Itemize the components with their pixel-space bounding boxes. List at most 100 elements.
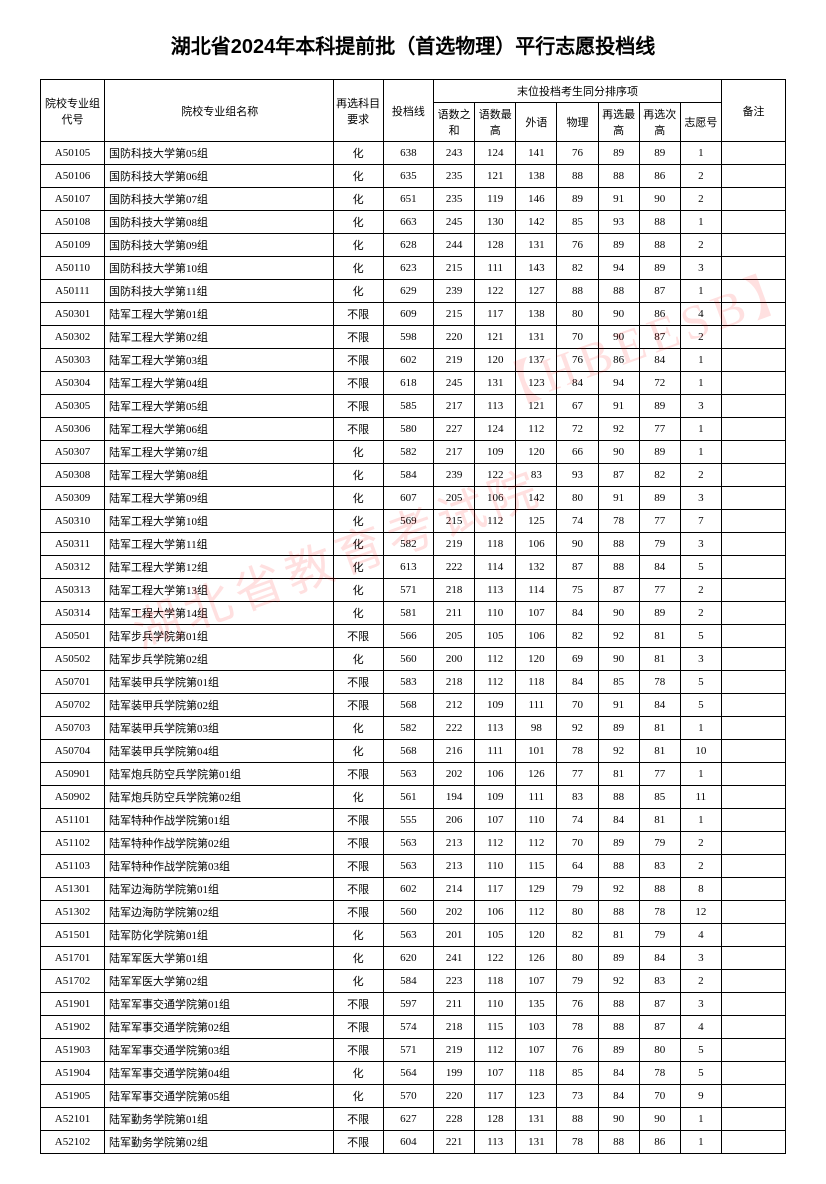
cell-zyh: 1: [680, 441, 721, 464]
cell-wl: 76: [557, 234, 598, 257]
cell-score: 628: [383, 234, 433, 257]
cell-zyh: 3: [680, 487, 721, 510]
cell-zxcg: 90: [639, 1108, 680, 1131]
cell-req: 化: [333, 970, 383, 993]
cell-wy: 107: [516, 970, 557, 993]
cell-zxcg: 79: [639, 832, 680, 855]
cell-zxzg: 94: [598, 372, 639, 395]
table-row: A50502陆军步兵学院第02组化5602001121206990813: [41, 648, 786, 671]
cell-ysh: 200: [434, 648, 475, 671]
cell-note: [721, 855, 785, 878]
cell-zyh: 1: [680, 372, 721, 395]
cell-wy: 137: [516, 349, 557, 372]
cell-ysh: 235: [434, 165, 475, 188]
cell-zxzg: 93: [598, 211, 639, 234]
table-row: A50301陆军工程大学第01组不限6092151171388090864: [41, 303, 786, 326]
table-row: A50902陆军炮兵防空兵学院第02组化56119410911183888511: [41, 786, 786, 809]
cell-score: 598: [383, 326, 433, 349]
cell-zyh: 2: [680, 464, 721, 487]
cell-note: [721, 510, 785, 533]
cell-zxcg: 77: [639, 763, 680, 786]
cell-score: 568: [383, 694, 433, 717]
cell-zxzg: 90: [598, 1108, 639, 1131]
cell-score: 582: [383, 533, 433, 556]
cell-zyh: 2: [680, 165, 721, 188]
cell-wl: 88: [557, 165, 598, 188]
cell-score: 555: [383, 809, 433, 832]
cell-yszg: 109: [475, 694, 516, 717]
cell-score: 663: [383, 211, 433, 234]
cell-yszg: 114: [475, 556, 516, 579]
cell-score: 583: [383, 671, 433, 694]
cell-name: 陆军工程大学第12组: [104, 556, 333, 579]
cell-ysh: 194: [434, 786, 475, 809]
cell-zxzg: 81: [598, 763, 639, 786]
cell-zxzg: 89: [598, 142, 639, 165]
cell-zxcg: 77: [639, 418, 680, 441]
cell-zxcg: 89: [639, 257, 680, 280]
table-row: A50310陆军工程大学第10组化5692151121257478777: [41, 510, 786, 533]
cell-zyh: 4: [680, 924, 721, 947]
cell-note: [721, 648, 785, 671]
cell-ysh: 243: [434, 142, 475, 165]
cell-note: [721, 556, 785, 579]
cell-yszg: 106: [475, 487, 516, 510]
cell-wl: 82: [557, 625, 598, 648]
cell-code: A50902: [41, 786, 105, 809]
cell-wy: 103: [516, 1016, 557, 1039]
page-title: 湖北省2024年本科提前批（首选物理）平行志愿投档线: [40, 30, 786, 59]
cell-wy: 110: [516, 809, 557, 832]
cell-wl: 76: [557, 142, 598, 165]
cell-wl: 72: [557, 418, 598, 441]
cell-zyh: 5: [680, 625, 721, 648]
cell-note: [721, 211, 785, 234]
table-row: A50311陆军工程大学第11组化5822191181069088793: [41, 533, 786, 556]
cell-wy: 138: [516, 303, 557, 326]
cell-wy: 131: [516, 326, 557, 349]
cell-ysh: 241: [434, 947, 475, 970]
cell-req: 化: [333, 786, 383, 809]
cell-zyh: 8: [680, 878, 721, 901]
cell-zxcg: 87: [639, 1016, 680, 1039]
cell-req: 化: [333, 1085, 383, 1108]
cell-req: 化: [333, 1062, 383, 1085]
cell-ysh: 219: [434, 349, 475, 372]
th-zxzg: 再选最高: [598, 103, 639, 142]
cell-ysh: 220: [434, 1085, 475, 1108]
cell-note: [721, 165, 785, 188]
cell-zxzg: 90: [598, 326, 639, 349]
cell-wy: 129: [516, 878, 557, 901]
table-row: A51101陆军特种作战学院第01组不限5552061071107484811: [41, 809, 786, 832]
cell-name: 陆军防化学院第01组: [104, 924, 333, 947]
cell-zyh: 2: [680, 855, 721, 878]
cell-wl: 80: [557, 303, 598, 326]
table-row: A51103陆军特种作战学院第03组不限5632131101156488832: [41, 855, 786, 878]
cell-note: [721, 395, 785, 418]
cell-yszg: 119: [475, 188, 516, 211]
cell-req: 不限: [333, 1039, 383, 1062]
cell-code: A50311: [41, 533, 105, 556]
cell-code: A52102: [41, 1131, 105, 1154]
cell-zxzg: 92: [598, 878, 639, 901]
cell-zxcg: 81: [639, 809, 680, 832]
cell-req: 不限: [333, 418, 383, 441]
cell-zyh: 1: [680, 211, 721, 234]
cell-req: 不限: [333, 625, 383, 648]
cell-score: 564: [383, 1062, 433, 1085]
cell-wy: 135: [516, 993, 557, 1016]
cell-zyh: 5: [680, 694, 721, 717]
cell-wl: 82: [557, 924, 598, 947]
cell-zxzg: 88: [598, 556, 639, 579]
cell-zxcg: 70: [639, 1085, 680, 1108]
cell-name: 陆军军事交通学院第03组: [104, 1039, 333, 1062]
cell-code: A50703: [41, 717, 105, 740]
cell-zyh: 2: [680, 234, 721, 257]
cell-req: 不限: [333, 395, 383, 418]
cell-ysh: 239: [434, 280, 475, 303]
cell-score: 651: [383, 188, 433, 211]
cell-zyh: 5: [680, 1039, 721, 1062]
cell-yszg: 112: [475, 832, 516, 855]
th-code: 院校专业组代号: [41, 80, 105, 142]
cell-code: A51501: [41, 924, 105, 947]
cell-wy: 120: [516, 441, 557, 464]
